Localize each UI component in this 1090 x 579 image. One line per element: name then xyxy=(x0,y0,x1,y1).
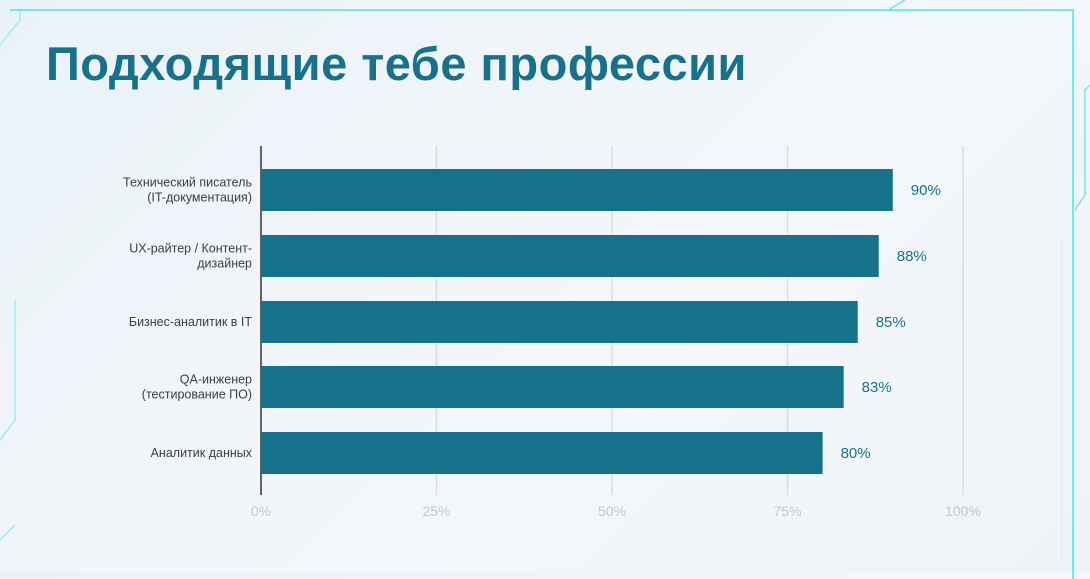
category-label: QA-инженер xyxy=(180,373,252,387)
value-label: 83% xyxy=(862,379,892,396)
bar xyxy=(261,169,893,211)
category-label: Технический писатель xyxy=(123,176,252,190)
bar xyxy=(261,235,879,277)
category-label: Бизнес-аналитик в IT xyxy=(129,315,253,329)
x-tick-label: 0% xyxy=(251,503,271,519)
bar xyxy=(261,432,823,474)
value-label: 90% xyxy=(911,182,941,199)
x-tick-label: 25% xyxy=(422,503,450,519)
x-tick-label: 75% xyxy=(773,503,801,519)
page-title: Подходящие тебе профессии xyxy=(46,37,747,90)
x-tick-label: 50% xyxy=(598,503,626,519)
bar xyxy=(261,301,858,343)
category-label: Аналитик данных xyxy=(151,446,253,460)
value-label: 80% xyxy=(841,445,871,462)
bar xyxy=(261,366,844,408)
x-tick-label: 100% xyxy=(945,503,981,519)
category-label: UX-райтер / Контент- xyxy=(129,242,252,256)
category-label: (тестирование ПО) xyxy=(142,388,252,402)
value-label: 85% xyxy=(876,314,906,331)
value-label: 88% xyxy=(897,248,927,265)
card-frame xyxy=(10,9,1074,579)
category-label: (IT-документация) xyxy=(147,191,252,205)
category-label: дизайнер xyxy=(197,257,252,271)
